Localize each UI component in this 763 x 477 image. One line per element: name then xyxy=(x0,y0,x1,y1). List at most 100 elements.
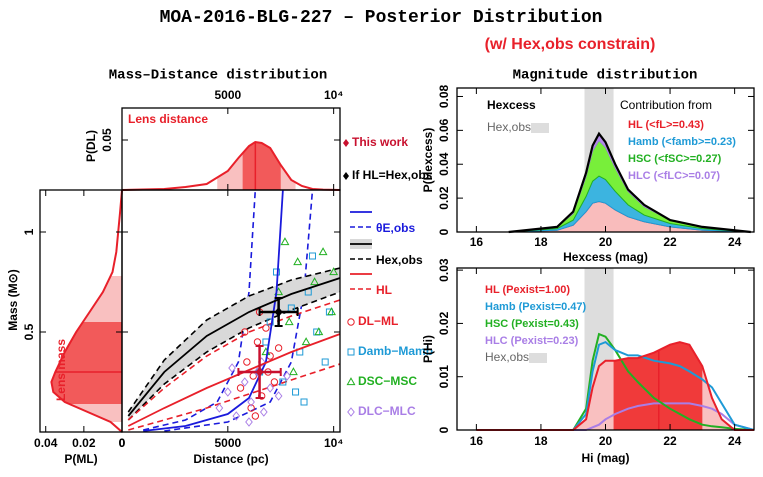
legend-symbol xyxy=(347,348,355,356)
axis-label: Hexcess (mag) xyxy=(563,250,648,264)
x-tick-label: 24 xyxy=(728,434,742,448)
x-tick-label: 24 xyxy=(728,235,742,249)
point xyxy=(253,338,262,346)
point xyxy=(310,277,320,286)
legend-swatch xyxy=(529,353,547,363)
legend-label: Damb−Mamb xyxy=(358,344,433,358)
plot-frame xyxy=(121,189,341,433)
axis-label: P(Hexcess) xyxy=(421,128,435,193)
point xyxy=(240,377,249,387)
y-tick-label: 0.02 xyxy=(437,186,451,210)
point xyxy=(300,398,308,406)
x-tick-label: 22 xyxy=(663,434,677,448)
axis-label: Mass (M⊙) xyxy=(6,269,20,330)
y-tick-label: 0.05 xyxy=(100,128,114,152)
legend-label: DLC−MLC xyxy=(358,404,416,418)
point xyxy=(301,337,311,346)
legend-label: This work xyxy=(352,135,408,149)
point xyxy=(247,404,255,412)
x-tick-label: 16 xyxy=(470,434,484,448)
legend-label: DL−ML xyxy=(358,314,398,328)
legend-label: DSC−MSC xyxy=(358,374,417,388)
point xyxy=(236,384,245,392)
point xyxy=(318,247,328,256)
panel-title: Magnitude distribution xyxy=(513,68,698,84)
point xyxy=(274,391,283,401)
point xyxy=(314,327,324,336)
total-curve xyxy=(508,131,751,234)
legend-label: HSC (Pexist=0.43) xyxy=(485,318,579,330)
axis-label: Lens mass xyxy=(54,339,68,401)
legend-label: Hamb (<famb>=0.23) xyxy=(628,136,736,148)
plot-area xyxy=(127,190,340,432)
x-tick-label: 0 xyxy=(119,436,126,450)
legend-title: Hexcess xyxy=(487,98,536,112)
curve xyxy=(143,190,284,432)
legend-symbol xyxy=(347,407,355,417)
curve xyxy=(121,140,341,191)
curve xyxy=(127,333,340,427)
x-tick-label: 5000 xyxy=(214,88,241,102)
legend-symbol xyxy=(346,377,356,386)
point xyxy=(232,411,241,421)
legend-label: Hex,obs xyxy=(487,120,531,134)
legend-label: Hamb (Pexist=0.47) xyxy=(485,301,587,313)
data-point xyxy=(274,307,283,317)
point xyxy=(288,367,298,376)
axis-label: Distance (pc) xyxy=(193,452,268,466)
curve xyxy=(476,402,755,431)
point xyxy=(245,417,253,427)
point xyxy=(259,407,268,417)
x-tick-label: 10⁴ xyxy=(324,436,343,450)
panel-title: Mass–Distance distribution xyxy=(109,68,327,84)
x-tick-label: 18 xyxy=(534,434,548,448)
band-fill xyxy=(128,268,340,420)
point xyxy=(247,397,255,407)
curve xyxy=(476,340,755,431)
y-tick-label: 0.08 xyxy=(437,84,451,108)
bound-curve xyxy=(143,190,257,431)
axis-label: P(Hi) xyxy=(421,335,435,363)
point xyxy=(241,328,249,336)
bound-curve xyxy=(127,291,340,421)
legend-label: HSC (<fSC>=0.27) xyxy=(628,153,722,165)
legend-label: HL (<fL>=0.43) xyxy=(628,119,704,131)
y-tick-label: 0.02 xyxy=(437,311,451,335)
legend-label: If HL=Hex,obs xyxy=(352,168,433,182)
legend-label: HLC (Pexist=0.23) xyxy=(485,335,579,347)
axis-label: Hi (mag) xyxy=(582,451,630,465)
figure-title: MOA-2016-BLG-227 – Posterior Distributio… xyxy=(160,8,603,28)
y-tick-label: 0.03 xyxy=(437,258,451,282)
bound-curve xyxy=(127,299,340,421)
point xyxy=(321,358,329,366)
x-tick-label: 16 xyxy=(470,235,484,249)
legend-label: HLC (<fLC>=0.07) xyxy=(628,170,720,182)
point xyxy=(266,318,274,326)
point xyxy=(280,237,290,246)
data-point xyxy=(255,367,264,377)
y-tick-label: 0.5 xyxy=(22,323,36,340)
bound-curve xyxy=(127,267,340,413)
x-tick-label: 22 xyxy=(663,235,677,249)
point xyxy=(251,412,260,420)
legend-symbol xyxy=(347,318,355,326)
legend-symbol xyxy=(343,139,349,147)
point xyxy=(293,257,303,266)
y-tick-label: 0.06 xyxy=(437,118,451,142)
legend-label: Hex,obs xyxy=(485,350,529,364)
annotation: Lens distance xyxy=(128,112,208,126)
point xyxy=(228,363,236,373)
x-tick-label: 0.02 xyxy=(72,436,96,450)
y-tick-label: 0.04 xyxy=(437,152,451,176)
x-tick-label: 0.04 xyxy=(34,436,58,450)
curve xyxy=(476,332,755,431)
area-band xyxy=(613,342,703,430)
point xyxy=(308,252,316,260)
plot-frame xyxy=(456,87,755,233)
y-tick-label: 1 xyxy=(22,228,36,235)
x-tick-label: 20 xyxy=(599,434,613,448)
legend-label: θE,obs xyxy=(376,221,415,235)
curve xyxy=(50,189,123,433)
legend-title: Contribution from xyxy=(620,98,712,112)
